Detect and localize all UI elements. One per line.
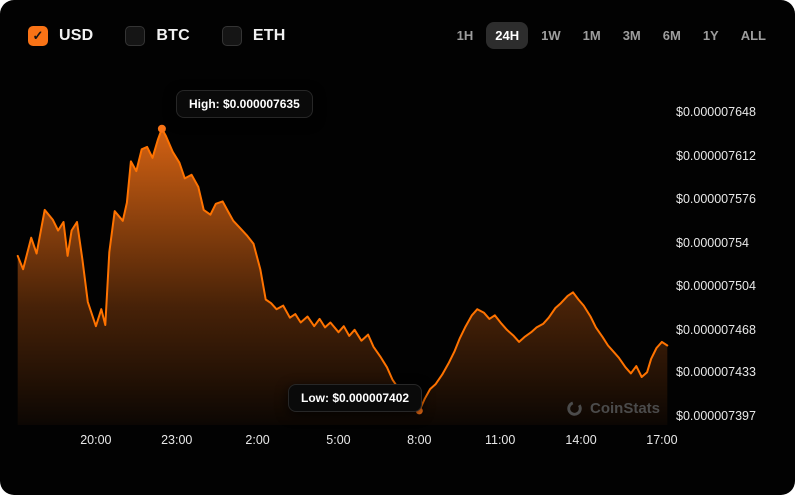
btc-label: BTC xyxy=(156,26,190,44)
x-axis-label: 14:00 xyxy=(565,433,597,447)
price-line xyxy=(16,127,669,412)
range-button-1w[interactable]: 1W xyxy=(532,22,570,49)
price-area-fill xyxy=(17,128,668,425)
currency-toggle-eth[interactable]: ✓ ETH xyxy=(221,25,286,46)
coinstats-logo-icon xyxy=(567,401,582,416)
price-chart[interactable] xyxy=(15,110,670,425)
x-axis-label: 2:00 xyxy=(245,433,270,447)
timeframe-selector: 1H 24H 1W 1M 3M 6M 1Y ALL xyxy=(448,22,775,49)
x-axis-label: 23:00 xyxy=(161,433,193,447)
y-axis-label: $0.000007504 xyxy=(676,279,756,294)
y-axis-label: $0.000007576 xyxy=(676,192,756,207)
high-point-marker xyxy=(157,124,166,133)
y-axis-label: $0.000007612 xyxy=(676,148,756,163)
x-axis-label: 5:00 xyxy=(326,433,351,447)
currency-toggles: ✓ USD ✓ BTC ✓ ETH xyxy=(28,25,286,46)
currency-toggle-usd[interactable]: ✓ USD xyxy=(28,25,94,46)
eth-checkbox[interactable]: ✓ xyxy=(221,25,242,46)
range-button-3m[interactable]: 3M xyxy=(614,22,650,49)
y-axis-label: $0.000007648 xyxy=(676,105,756,119)
y-axis-label: $0.00000754 xyxy=(676,235,749,250)
btc-checkbox[interactable]: ✓ xyxy=(125,25,146,46)
range-button-1h[interactable]: 1H xyxy=(448,22,483,49)
watermark-label: CoinStats xyxy=(590,400,661,417)
range-button-1y[interactable]: 1Y xyxy=(694,22,728,49)
usd-label: USD xyxy=(59,26,94,44)
range-button-1m[interactable]: 1M xyxy=(574,22,610,49)
chart-header: ✓ USD ✓ BTC ✓ ETH 1H 24H 1W 1M 3M 6M 1Y … xyxy=(28,22,775,49)
range-button-all[interactable]: ALL xyxy=(732,22,775,49)
currency-toggle-btc[interactable]: ✓ BTC xyxy=(125,25,190,46)
high-tooltip: High: $0.000007635 xyxy=(176,90,313,118)
y-axis-label: $0.000007397 xyxy=(676,409,756,423)
range-button-24h[interactable]: 24H xyxy=(486,22,529,49)
y-axis-label: $0.000007468 xyxy=(676,323,756,337)
coinstats-watermark: CoinStats xyxy=(566,400,660,417)
low-tooltip: Low: $0.000007402 xyxy=(288,384,423,412)
x-axis-label: 17:00 xyxy=(646,433,678,447)
check-icon: ✓ xyxy=(32,27,44,43)
usd-checkbox[interactable]: ✓ xyxy=(28,25,48,46)
y-axis-label: $0.000007433 xyxy=(676,365,756,380)
x-axis-label: 20:00 xyxy=(80,433,112,447)
eth-label: ETH xyxy=(252,26,286,44)
x-axis-label: 8:00 xyxy=(407,433,432,447)
x-axis-label: 11:00 xyxy=(484,433,516,447)
range-button-6m[interactable]: 6M xyxy=(654,22,690,49)
